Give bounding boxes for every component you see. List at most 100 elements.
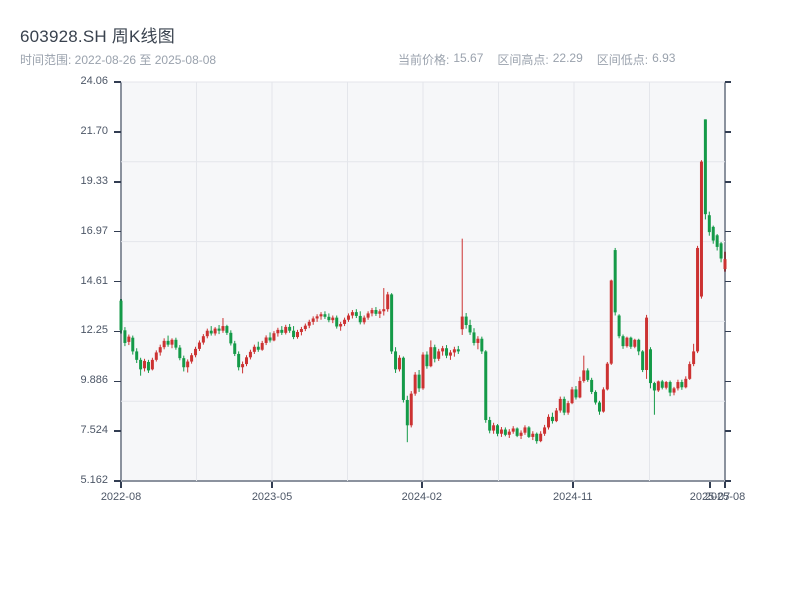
candle — [162, 338, 166, 350]
candle — [613, 247, 617, 316]
candle — [688, 361, 692, 380]
candle — [582, 355, 586, 383]
candle — [174, 337, 178, 350]
candle — [256, 341, 260, 352]
right-axis-tick — [725, 280, 731, 283]
candle — [484, 350, 488, 423]
candle — [213, 327, 217, 336]
y-axis-label: 9.886 — [80, 374, 108, 387]
candle — [558, 396, 562, 413]
candle — [366, 311, 370, 320]
candle — [143, 358, 147, 372]
candle — [186, 359, 190, 373]
right-axis-tick — [725, 480, 731, 482]
candle — [374, 307, 378, 316]
x-axis-label: 2022-08 — [100, 491, 142, 503]
range-low-value: 6.93 — [652, 51, 676, 65]
candle — [692, 343, 696, 367]
candle — [452, 346, 456, 357]
candlestick-plot — [119, 81, 727, 482]
y-axis-label: 5.162 — [80, 474, 108, 486]
candle — [711, 225, 715, 244]
y-axis-label: 7.524 — [80, 424, 108, 437]
y-axis-tick — [114, 480, 121, 482]
candle — [648, 347, 652, 389]
candle — [539, 431, 543, 443]
candle — [441, 345, 445, 356]
right-axis-tick — [725, 181, 731, 183]
candle — [229, 330, 233, 346]
candle — [158, 344, 162, 356]
candle — [492, 422, 496, 434]
candle — [429, 340, 433, 368]
candle — [605, 361, 609, 391]
candle — [307, 319, 311, 329]
y-axis-tick — [114, 430, 121, 432]
y-axis-label: 19.33 — [80, 174, 108, 187]
candle — [295, 329, 299, 339]
candle — [535, 432, 539, 444]
right-axis-tick — [725, 230, 731, 233]
y-axis-tick — [114, 181, 121, 183]
y-axis-label: 21.70 — [80, 124, 108, 137]
y-axis-tick — [114, 230, 121, 233]
candle — [319, 312, 323, 320]
candle — [205, 328, 209, 339]
candle — [327, 313, 331, 323]
current-price-label: 当前价格: — [398, 53, 450, 67]
candle — [515, 427, 519, 438]
candle — [370, 307, 374, 317]
candle — [288, 323, 292, 333]
right-axis-tick — [725, 330, 731, 333]
candle — [601, 387, 605, 413]
candle — [531, 431, 535, 441]
candle — [280, 326, 284, 335]
x-axis-tick — [572, 482, 574, 488]
candle — [668, 380, 672, 397]
candle — [664, 380, 668, 390]
candle — [641, 350, 645, 373]
candle — [382, 288, 386, 316]
candle — [562, 396, 566, 416]
candle — [154, 350, 158, 362]
candle — [358, 311, 362, 325]
candle — [221, 318, 225, 333]
candle — [464, 312, 468, 329]
candle — [570, 386, 574, 405]
candle — [170, 338, 174, 349]
candle — [241, 361, 245, 374]
candle — [637, 338, 641, 356]
page-title: 603928.SH 周K线图 — [20, 27, 175, 46]
candle — [311, 316, 315, 325]
candle — [621, 334, 625, 349]
candle — [409, 391, 413, 428]
candle — [468, 319, 472, 335]
range-low-label: 区间低点: — [596, 53, 649, 67]
x-axis-label: 2025-08 — [704, 491, 746, 503]
candle — [248, 349, 252, 360]
candle — [437, 348, 441, 361]
candle — [397, 355, 401, 372]
candle — [421, 352, 425, 390]
candle — [386, 291, 390, 312]
candle — [390, 293, 394, 354]
candle — [547, 414, 551, 430]
x-axis-label: 2024-11 — [553, 491, 593, 503]
right-axis-tick — [725, 81, 731, 83]
date-range-subtitle: 时间范围: 2022-08-26 至 2025-08-08 — [20, 53, 217, 67]
candle — [476, 336, 480, 350]
x-axis-tick — [271, 482, 273, 488]
y-axis-label: 16.97 — [80, 224, 108, 237]
x-axis-label: 2025-07 — [689, 491, 731, 503]
range-high-label: 区间高点: — [497, 53, 549, 67]
candle — [574, 386, 578, 400]
candle — [715, 234, 719, 251]
candle — [123, 327, 127, 347]
candle — [594, 390, 598, 405]
candle — [680, 379, 684, 390]
candle — [472, 328, 476, 346]
candle — [217, 325, 221, 335]
candle — [284, 324, 288, 335]
candle — [507, 429, 511, 438]
